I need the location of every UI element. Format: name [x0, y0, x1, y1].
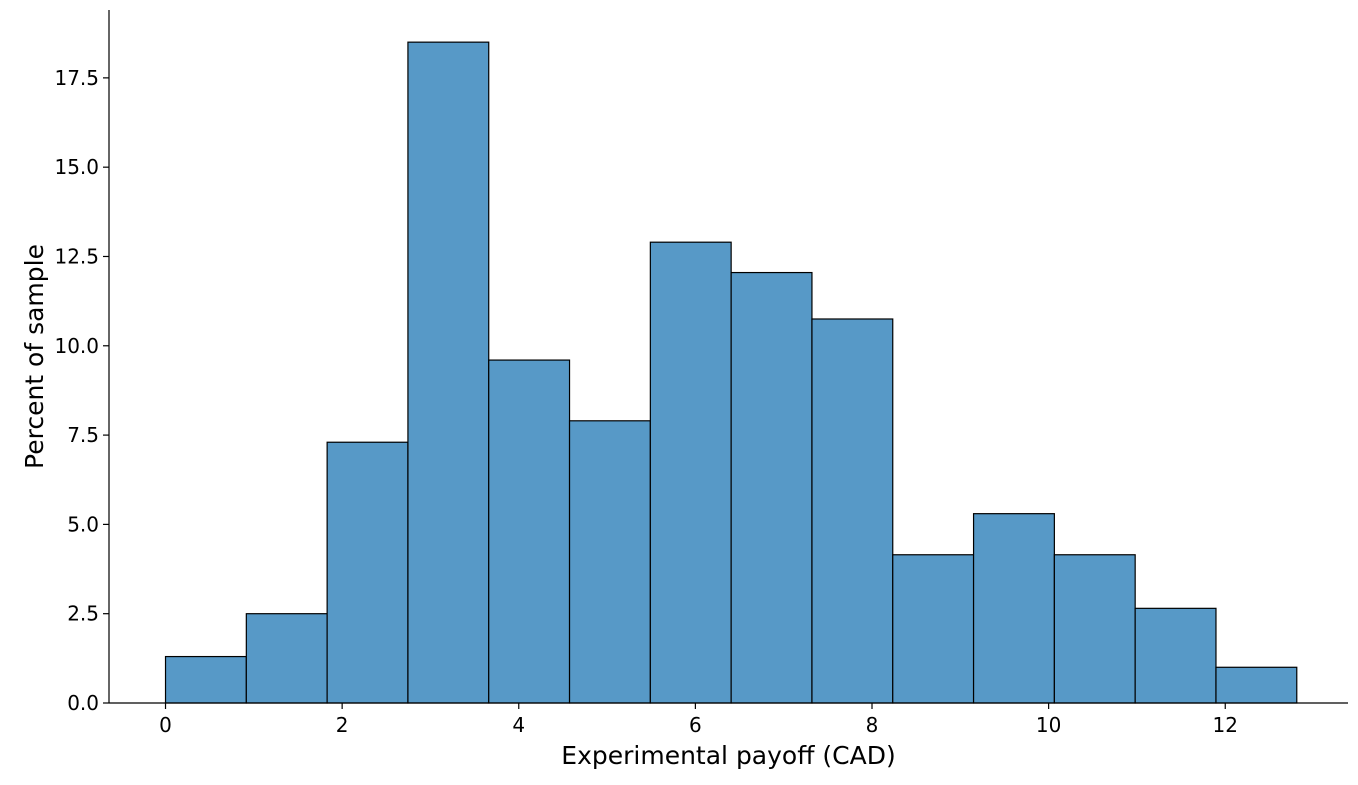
y-tick-label: 2.5: [67, 602, 99, 626]
histogram-bar: [892, 554, 975, 704]
histogram-bar: [649, 241, 732, 704]
histogram-bar: [164, 655, 247, 704]
x-tick-label: 4: [512, 713, 525, 737]
y-tick-label: 15.0: [54, 155, 99, 179]
y-tick-label: 17.5: [54, 66, 99, 90]
y-tick-label: 10.0: [54, 334, 99, 358]
x-axis-label: Experimental payoff (CAD): [561, 741, 895, 770]
y-axis-label: Percent of sample: [20, 244, 49, 469]
histogram-bar: [245, 613, 328, 704]
x-tick-label: 0: [159, 713, 172, 737]
histogram-bar: [972, 513, 1055, 704]
x-tick-label: 12: [1213, 713, 1238, 737]
bars-group: [164, 41, 1298, 704]
y-tick-label: 5.0: [67, 512, 99, 536]
x-tick-label: 6: [689, 713, 702, 737]
histogram-bar: [730, 271, 813, 704]
x-tick-label: 2: [336, 713, 349, 737]
x-axis-ticks: 0 2 4 6 8 10 12: [159, 703, 1238, 737]
y-tick-label: 0.0: [67, 691, 99, 715]
x-tick-label: 8: [866, 713, 879, 737]
x-tick-label: 10: [1036, 713, 1061, 737]
histogram-bar: [811, 318, 894, 704]
histogram-bar: [1215, 666, 1298, 704]
histogram-bar: [1134, 607, 1217, 704]
histogram-bar: [1053, 554, 1136, 704]
y-tick-label: 7.5: [67, 423, 99, 447]
histogram-bar: [568, 420, 651, 704]
y-axis-ticks: 0.0 2.5 5.0 7.5 10.0 12.5 15.0 17.5: [54, 66, 109, 715]
histogram-bar: [407, 41, 490, 704]
y-tick-label: 12.5: [54, 244, 99, 268]
histogram-bar: [488, 359, 571, 704]
histogram-bar: [326, 441, 409, 704]
